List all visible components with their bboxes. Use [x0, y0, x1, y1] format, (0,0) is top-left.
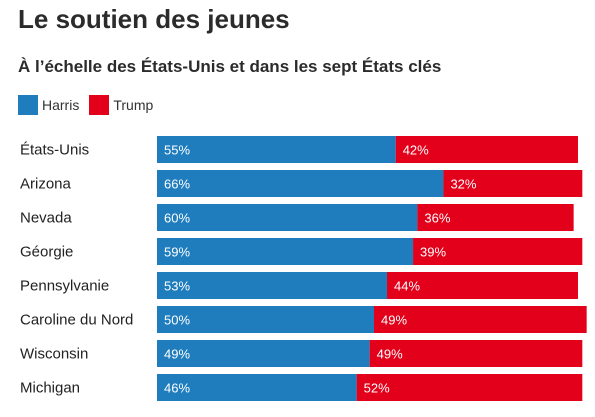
value-label-harris-caroline-du-nord: 50% [164, 313, 190, 328]
legend-item-harris: Harris [18, 95, 79, 115]
bar-harris-arizona [157, 170, 444, 197]
bar-harris-pennsylvanie [157, 272, 388, 299]
bar-trump-arizona [443, 170, 583, 197]
value-label-trump-pennsylvanie: 44% [394, 279, 420, 294]
value-label-trump-nevada: 36% [424, 211, 450, 226]
category-label-pennsylvanie: Pennsylvanie [20, 278, 109, 295]
category-label-georgie: Géorgie [20, 244, 73, 261]
value-label-harris-michigan: 46% [164, 381, 190, 396]
bar-trump-wisconsin [369, 340, 583, 367]
value-label-harris-etats-unis: 55% [164, 143, 190, 158]
bar-trump-nevada [417, 204, 574, 231]
value-label-harris-georgie: 59% [164, 245, 190, 260]
bar-harris-georgie [157, 238, 414, 265]
value-label-trump-georgie: 39% [420, 245, 446, 260]
value-label-trump-michigan: 52% [364, 381, 390, 396]
bar-trump-michigan [356, 374, 583, 401]
value-label-harris-arizona: 66% [164, 177, 190, 192]
category-label-nevada: Nevada [20, 210, 72, 227]
legend: Harris Trump [18, 95, 163, 115]
category-label-wisconsin: Wisconsin [20, 346, 88, 363]
category-label-arizona: Arizona [20, 176, 72, 193]
bar-harris-michigan [157, 374, 357, 401]
category-label-etats-unis: États-Unis [20, 142, 89, 159]
value-label-trump-etats-unis: 42% [403, 143, 429, 158]
legend-item-trump: Trump [89, 95, 153, 115]
value-label-harris-nevada: 60% [164, 211, 190, 226]
value-label-harris-wisconsin: 49% [164, 347, 190, 362]
legend-swatch-harris [18, 95, 38, 115]
bar-trump-caroline-du-nord [374, 306, 587, 333]
legend-label-harris: Harris [42, 97, 80, 113]
value-label-trump-wisconsin: 49% [377, 347, 403, 362]
bar-trump-georgie [413, 238, 583, 265]
legend-swatch-trump [89, 95, 110, 115]
bar-harris-etats-unis [157, 136, 396, 163]
category-label-caroline-du-nord: Caroline du Nord [20, 312, 133, 329]
value-label-trump-arizona: 32% [450, 177, 476, 192]
bar-harris-wisconsin [157, 340, 370, 367]
value-label-trump-caroline-du-nord: 49% [381, 313, 407, 328]
bar-trump-etats-unis [395, 136, 578, 163]
value-label-harris-pennsylvanie: 53% [164, 279, 190, 294]
bar-trump-pennsylvanie [387, 272, 578, 299]
category-label-michigan: Michigan [20, 380, 80, 397]
bar-harris-caroline-du-nord [157, 306, 374, 333]
bar-harris-nevada [157, 204, 418, 231]
chart-subtitle: À l’échelle des États-Unis et dans les s… [18, 57, 442, 76]
chart-title: Le soutien des jeunes [18, 4, 290, 34]
legend-label-trump: Trump [113, 97, 154, 113]
